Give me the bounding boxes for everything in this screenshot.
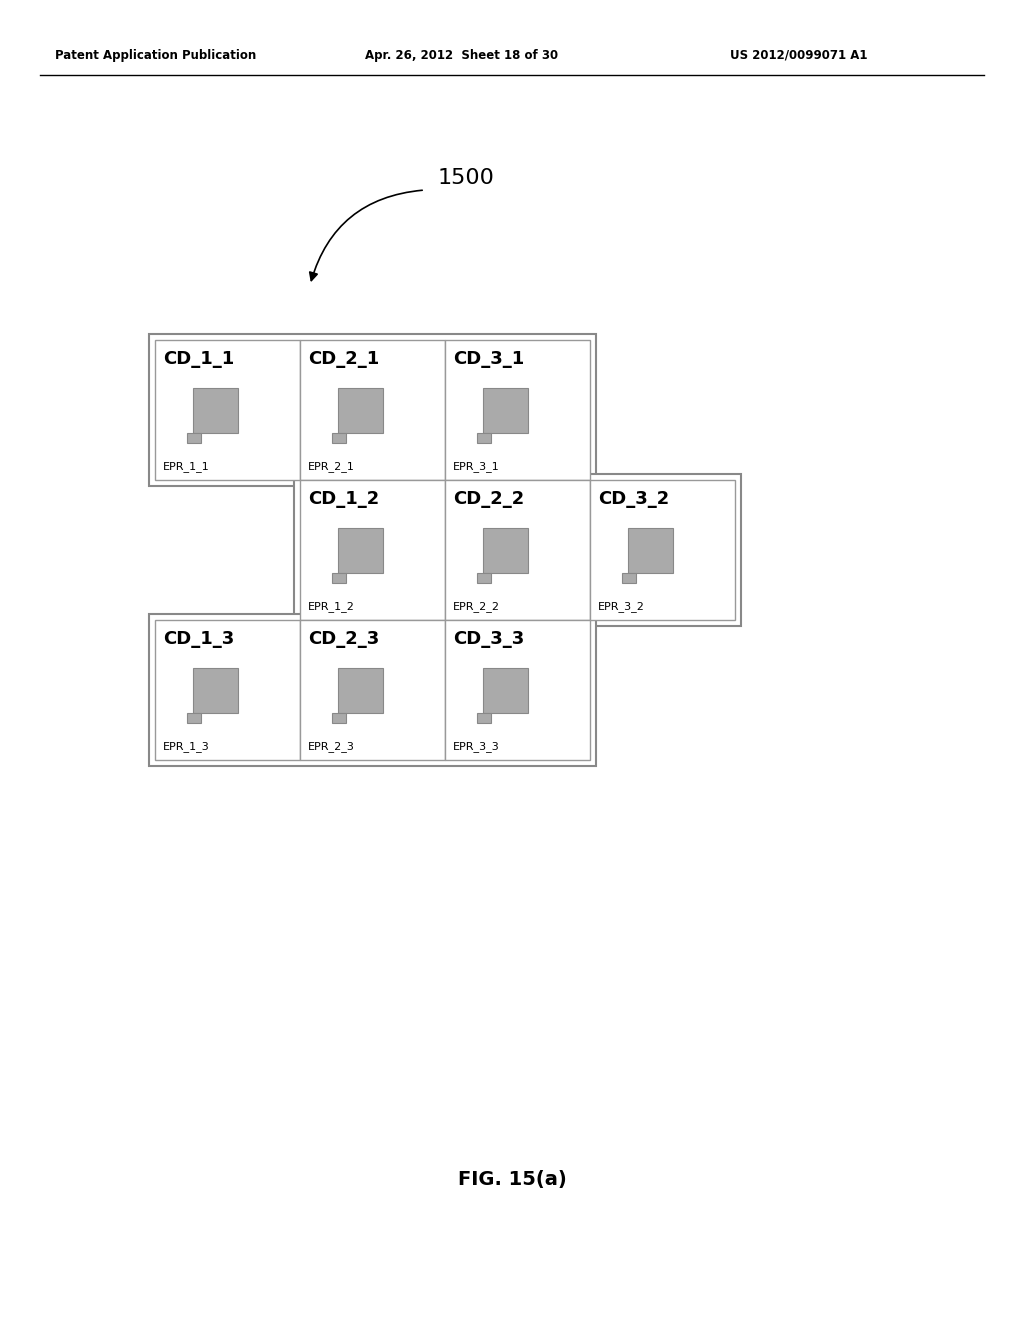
Text: US 2012/0099071 A1: US 2012/0099071 A1 — [730, 49, 867, 62]
Bar — [483, 668, 528, 713]
Bar — [477, 573, 492, 583]
Text: 1500: 1500 — [438, 168, 495, 187]
Text: EPR_1_2: EPR_1_2 — [308, 601, 355, 612]
Text: CD_2_3: CD_2_3 — [308, 630, 379, 648]
Bar — [300, 620, 445, 760]
Text: EPR_2_3: EPR_2_3 — [308, 741, 355, 752]
Text: CD_3_2: CD_3_2 — [598, 490, 670, 508]
Bar — [483, 528, 528, 573]
Bar — [445, 620, 590, 760]
Bar — [332, 713, 346, 723]
Text: CD_2_2: CD_2_2 — [453, 490, 524, 508]
Bar — [194, 388, 239, 433]
Bar — [294, 474, 741, 626]
Bar — [187, 433, 202, 444]
Bar — [150, 334, 596, 486]
Text: CD_1_2: CD_1_2 — [308, 490, 379, 508]
Text: CD_2_1: CD_2_1 — [308, 350, 379, 368]
Bar — [332, 433, 346, 444]
Bar — [150, 614, 596, 766]
Bar — [155, 341, 300, 480]
Bar — [445, 341, 590, 480]
Bar — [477, 713, 492, 723]
Bar — [300, 480, 445, 620]
Bar — [483, 388, 528, 433]
Bar — [155, 620, 300, 760]
Bar — [629, 528, 673, 573]
Text: CD_3_3: CD_3_3 — [453, 630, 524, 648]
Text: EPR_3_3: EPR_3_3 — [453, 741, 500, 752]
Text: EPR_1_3: EPR_1_3 — [163, 741, 210, 752]
Text: CD_1_1: CD_1_1 — [163, 350, 234, 368]
Bar — [300, 341, 445, 480]
Text: CD_3_1: CD_3_1 — [453, 350, 524, 368]
Text: EPR_1_1: EPR_1_1 — [163, 461, 210, 473]
Bar — [338, 528, 383, 573]
Text: EPR_3_1: EPR_3_1 — [453, 461, 500, 473]
Bar — [477, 433, 492, 444]
Bar — [623, 573, 636, 583]
Text: FIG. 15(a): FIG. 15(a) — [458, 1171, 566, 1189]
Text: EPR_2_1: EPR_2_1 — [308, 461, 355, 473]
Text: CD_1_3: CD_1_3 — [163, 630, 234, 648]
Text: Apr. 26, 2012  Sheet 18 of 30: Apr. 26, 2012 Sheet 18 of 30 — [365, 49, 558, 62]
Bar — [590, 480, 735, 620]
Bar — [194, 668, 239, 713]
Bar — [338, 668, 383, 713]
Bar — [332, 573, 346, 583]
Text: Patent Application Publication: Patent Application Publication — [55, 49, 256, 62]
Bar — [445, 480, 590, 620]
Text: EPR_2_2: EPR_2_2 — [453, 601, 500, 612]
Bar — [338, 388, 383, 433]
Bar — [187, 713, 202, 723]
Text: EPR_3_2: EPR_3_2 — [598, 601, 645, 612]
